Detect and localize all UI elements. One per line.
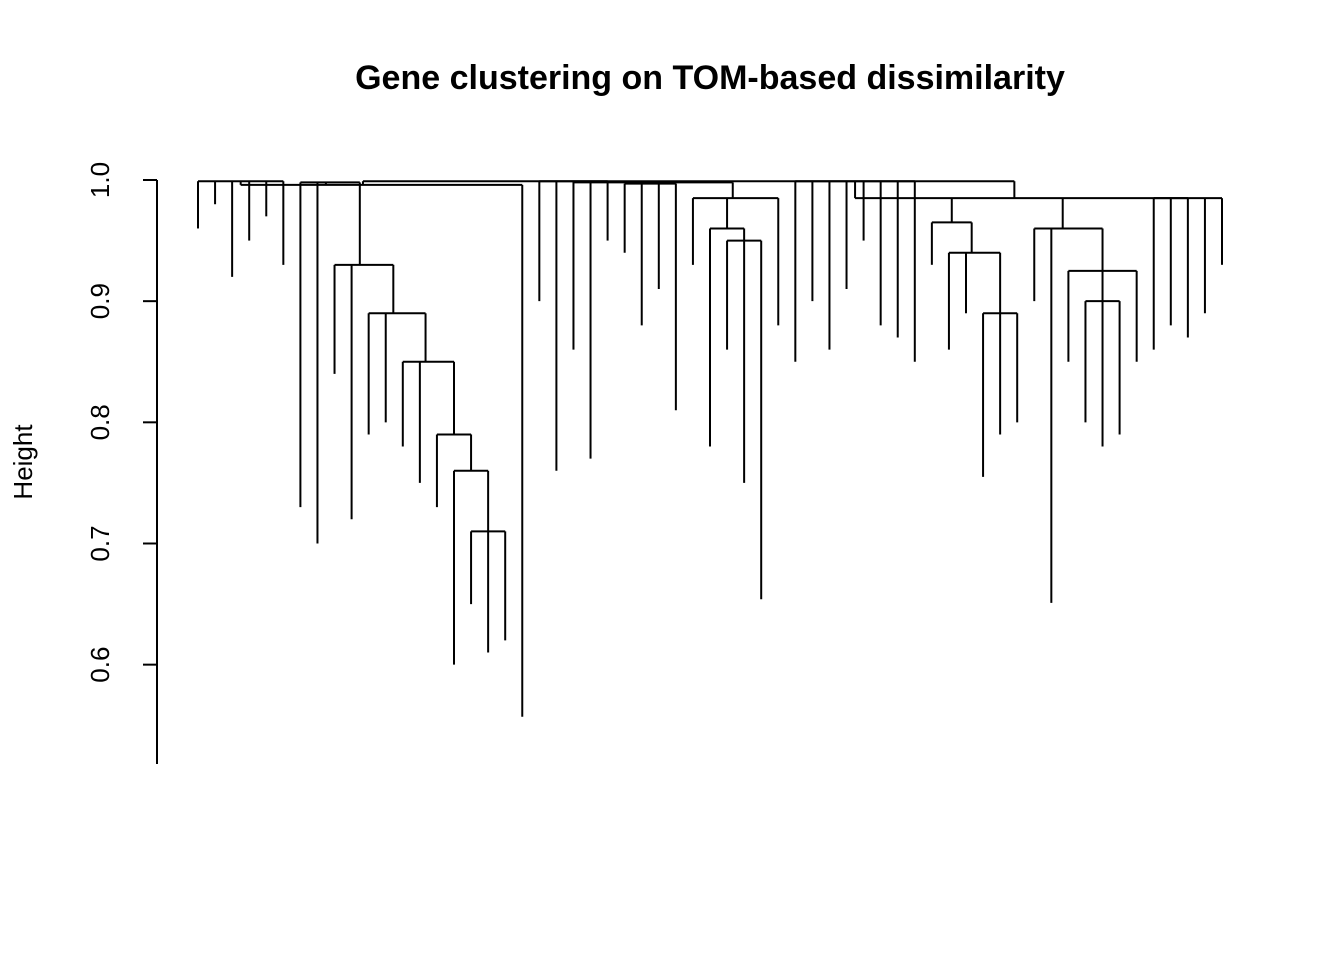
y-tick-label: 0.8: [85, 404, 115, 440]
y-tick-label: 1.0: [85, 162, 115, 198]
chart-title: Gene clustering on TOM-based dissimilari…: [355, 59, 1065, 97]
y-tick-label: 0.6: [85, 647, 115, 683]
y-tick-label: 0.9: [85, 283, 115, 319]
y-axis-label: Height: [8, 424, 38, 500]
y-tick-label: 0.7: [85, 525, 115, 561]
